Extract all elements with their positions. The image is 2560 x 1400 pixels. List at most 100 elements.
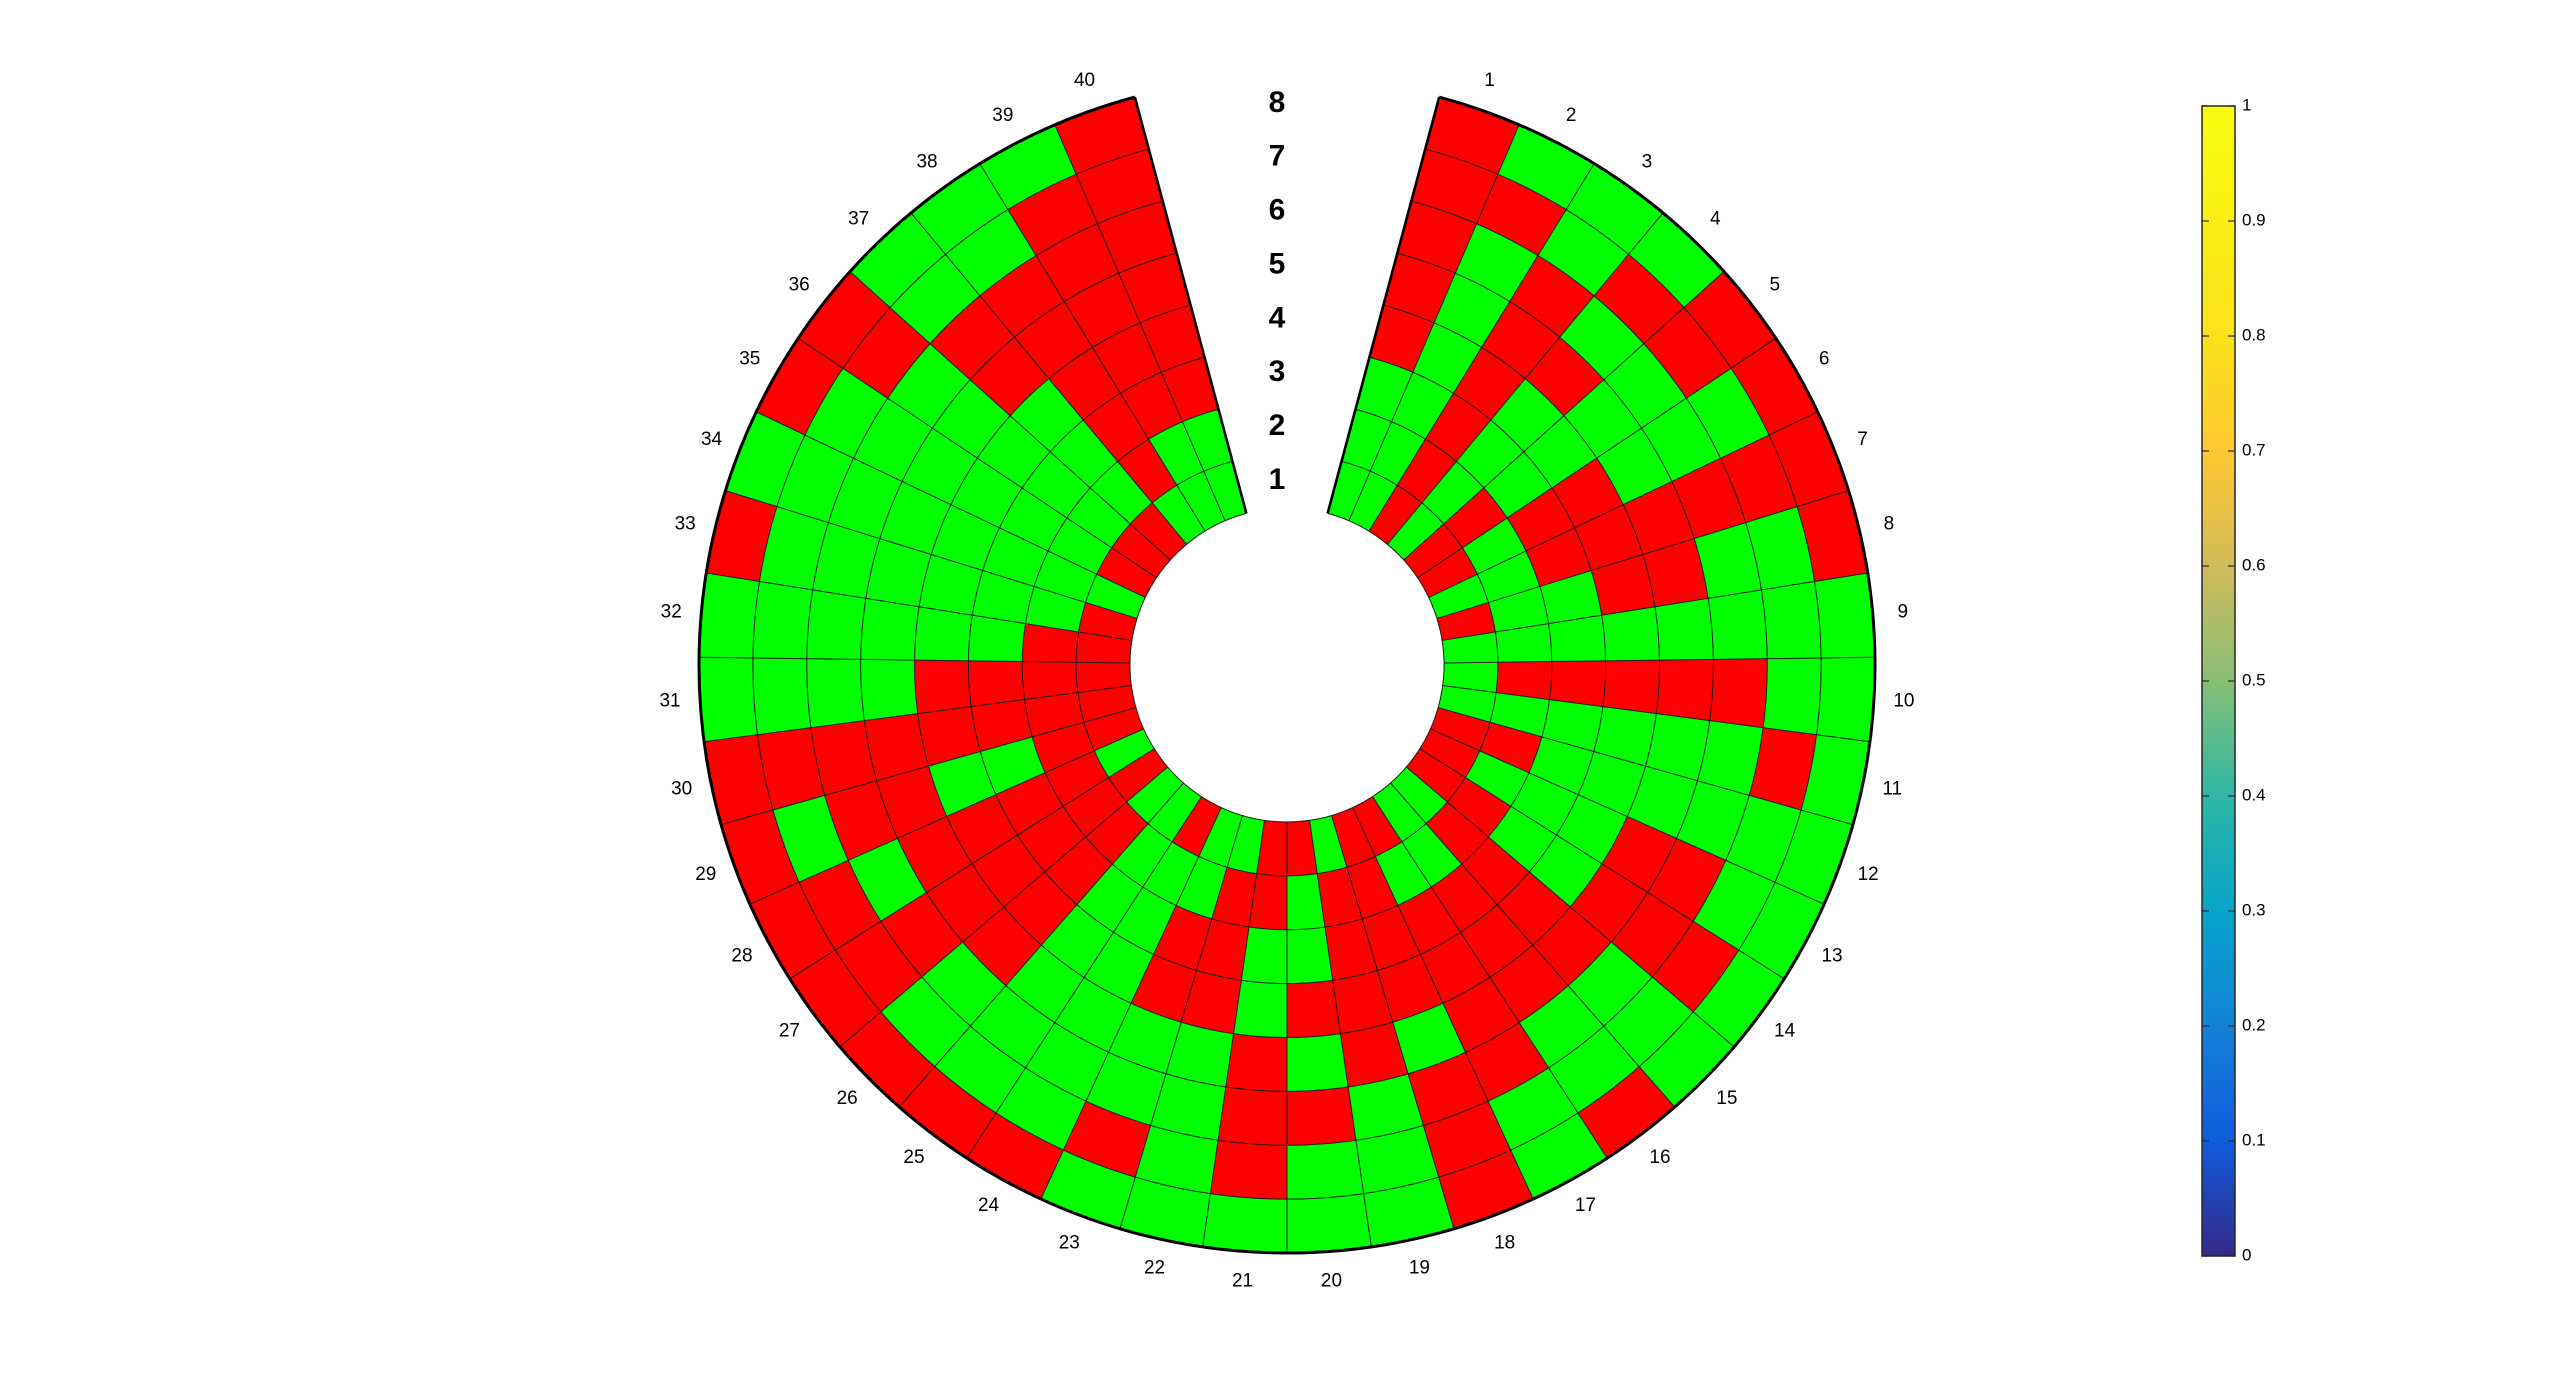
cell-sector-31-ring-4 [914, 660, 972, 714]
sector-label: 3 [1642, 152, 1653, 173]
cell-sector-29-ring-4 [928, 751, 996, 817]
cell-sector-38-ring-5 [1014, 301, 1093, 379]
cell-sector-20-ring-5 [1287, 1033, 1349, 1092]
sector-label: 33 [675, 514, 696, 535]
cell-sector-2-ring-6 [1455, 223, 1538, 302]
cell-sector-34-ring-7 [776, 435, 854, 523]
ring-label: 8 [1269, 86, 1286, 119]
cell-sector-14-ring-3 [1488, 806, 1557, 872]
cell-sector-23-ring-2 [1176, 856, 1228, 919]
sector-label: 17 [1575, 1195, 1596, 1216]
cell-sector-36-ring-6 [887, 343, 971, 429]
cell-sector-40-ring-3 [1161, 357, 1219, 422]
cell-sector-38-ring-7 [945, 209, 1037, 296]
cell-sector-8-ring-6 [1694, 522, 1762, 599]
cell-sector-31-ring-7 [752, 658, 811, 735]
cell-sector-20-ring-3 [1287, 927, 1333, 984]
cell-sector-26-ring-7 [880, 976, 971, 1067]
cell-sector-17-ring-8 [1510, 1112, 1608, 1199]
cell-sector-33-ring-6 [812, 522, 880, 599]
cell-sector-8-ring-5 [1642, 538, 1709, 607]
sector-label: 38 [916, 152, 937, 173]
sector-label: 30 [671, 779, 692, 800]
cell-sector-19-ring-8 [1363, 1177, 1454, 1247]
cell-sector-16-ring-7 [1548, 1026, 1640, 1113]
sector-label: 13 [1821, 945, 1842, 966]
ring-grid-arc [860, 252, 1714, 1092]
radial-grid-line [1133, 96, 1248, 514]
ring-label: 7 [1269, 140, 1286, 173]
sector-label: 18 [1494, 1232, 1515, 1253]
cell-sector-21-ring-4 [1233, 980, 1287, 1038]
cell-sector-20-ring-2 [1287, 873, 1325, 930]
outer-boundary-arc [697, 95, 1877, 1255]
cell-sector-14-ring-6 [1611, 892, 1694, 977]
sector-label: 8 [1884, 514, 1895, 535]
ring-label: 1 [1269, 463, 1286, 496]
cell-sector-31-ring-2 [1022, 661, 1078, 700]
chart-outline [697, 95, 1877, 1255]
sector-label: 15 [1716, 1088, 1737, 1109]
cell-sector-18-ring-2 [1346, 856, 1398, 919]
cell-sector-16-ring-3 [1431, 864, 1498, 933]
cell-sector-9-ring-3 [1548, 615, 1606, 662]
cell-sector-20-ring-6 [1287, 1086, 1356, 1146]
cell-sector-1-ring-2 [1341, 409, 1392, 472]
cell-sector-27-ring-7 [835, 921, 922, 1012]
cell-sector-20-ring-4 [1287, 980, 1341, 1038]
cell-sector-22-ring-7 [1135, 1125, 1219, 1194]
cell-sector-19-ring-5 [1340, 1022, 1409, 1087]
cell-sector-13-ring-3 [1510, 772, 1579, 836]
cell-sector-23-ring-6 [1085, 1052, 1166, 1126]
cell-sector-23-ring-7 [1063, 1101, 1151, 1178]
cell-sector-3-ring-5 [1481, 301, 1560, 379]
cell-sector-32-ring-5 [860, 598, 920, 661]
cell-sector-30-ring-2 [1024, 692, 1085, 737]
cell-sector-39-ring-4 [1092, 322, 1162, 394]
cell-sector-12-ring-5 [1627, 766, 1698, 839]
sector-label: 16 [1649, 1147, 1670, 1168]
cell-sector-30-ring-4 [917, 706, 981, 767]
cell-sector-24-ring-5 [1054, 977, 1132, 1053]
cell-sector-18-ring-4 [1377, 954, 1443, 1023]
cell-sector-31-ring-5 [860, 659, 918, 721]
cell-sector-8-ring-7 [1745, 506, 1815, 590]
cell-sector-10-ring-6 [1709, 658, 1768, 728]
cell-sector-17-ring-2 [1375, 841, 1432, 906]
cell-sector-13-ring-5 [1602, 816, 1677, 893]
cell-sector-27-ring-8 [789, 950, 881, 1047]
cell-sector-12-ring-7 [1725, 795, 1802, 883]
cell-sector-14-ring-8 [1693, 950, 1785, 1047]
cell-sector-11-ring-4 [1593, 706, 1657, 767]
cell-sector-39-ring-7 [1007, 174, 1098, 256]
cell-sector-9-ring-7 [1761, 581, 1822, 659]
cell-sector-34-ring-5 [879, 481, 951, 555]
cell-sector-27-ring-1 [1108, 748, 1168, 802]
cell-sector-35-ring-3 [999, 487, 1067, 552]
cell-sector-2-ring-4 [1412, 322, 1482, 394]
cell-sector-26-ring-2 [1085, 801, 1148, 865]
cell-sector-16-ring-2 [1401, 823, 1462, 888]
sector-labels: 1234567891011121314151617181920212223242… [659, 70, 1914, 1291]
cell-sector-3-ring-2 [1397, 439, 1457, 503]
cell-sector-40-ring-4 [1139, 305, 1205, 373]
cell-sector-31-ring-6 [806, 658, 865, 728]
cell-sector-38-ring-4 [1048, 347, 1121, 421]
cell-sector-32-ring-2 [1022, 623, 1079, 663]
cell-sector-2-ring-7 [1476, 174, 1567, 256]
cell-sector-36-ring-7 [842, 307, 931, 399]
cell-sector-38-ring-6 [979, 255, 1065, 338]
cell-sector-1-ring-6 [1397, 201, 1477, 274]
cell-sector-37-ring-8 [850, 212, 946, 308]
sector-label: 1 [1484, 70, 1495, 91]
ring-grid-arc [752, 148, 1822, 1200]
cell-sector-37-ring-6 [930, 295, 1015, 380]
cell-sector-11-ring-8 [1801, 734, 1870, 825]
cell-sector-32-ring-1 [1076, 632, 1132, 663]
sector-label: 12 [1858, 864, 1879, 885]
cell-sector-36-ring-1 [1111, 523, 1171, 578]
cell-sector-35-ring-8 [756, 338, 843, 436]
cell-sector-27-ring-3 [1017, 806, 1086, 872]
cell-sector-39-ring-8 [979, 124, 1077, 210]
